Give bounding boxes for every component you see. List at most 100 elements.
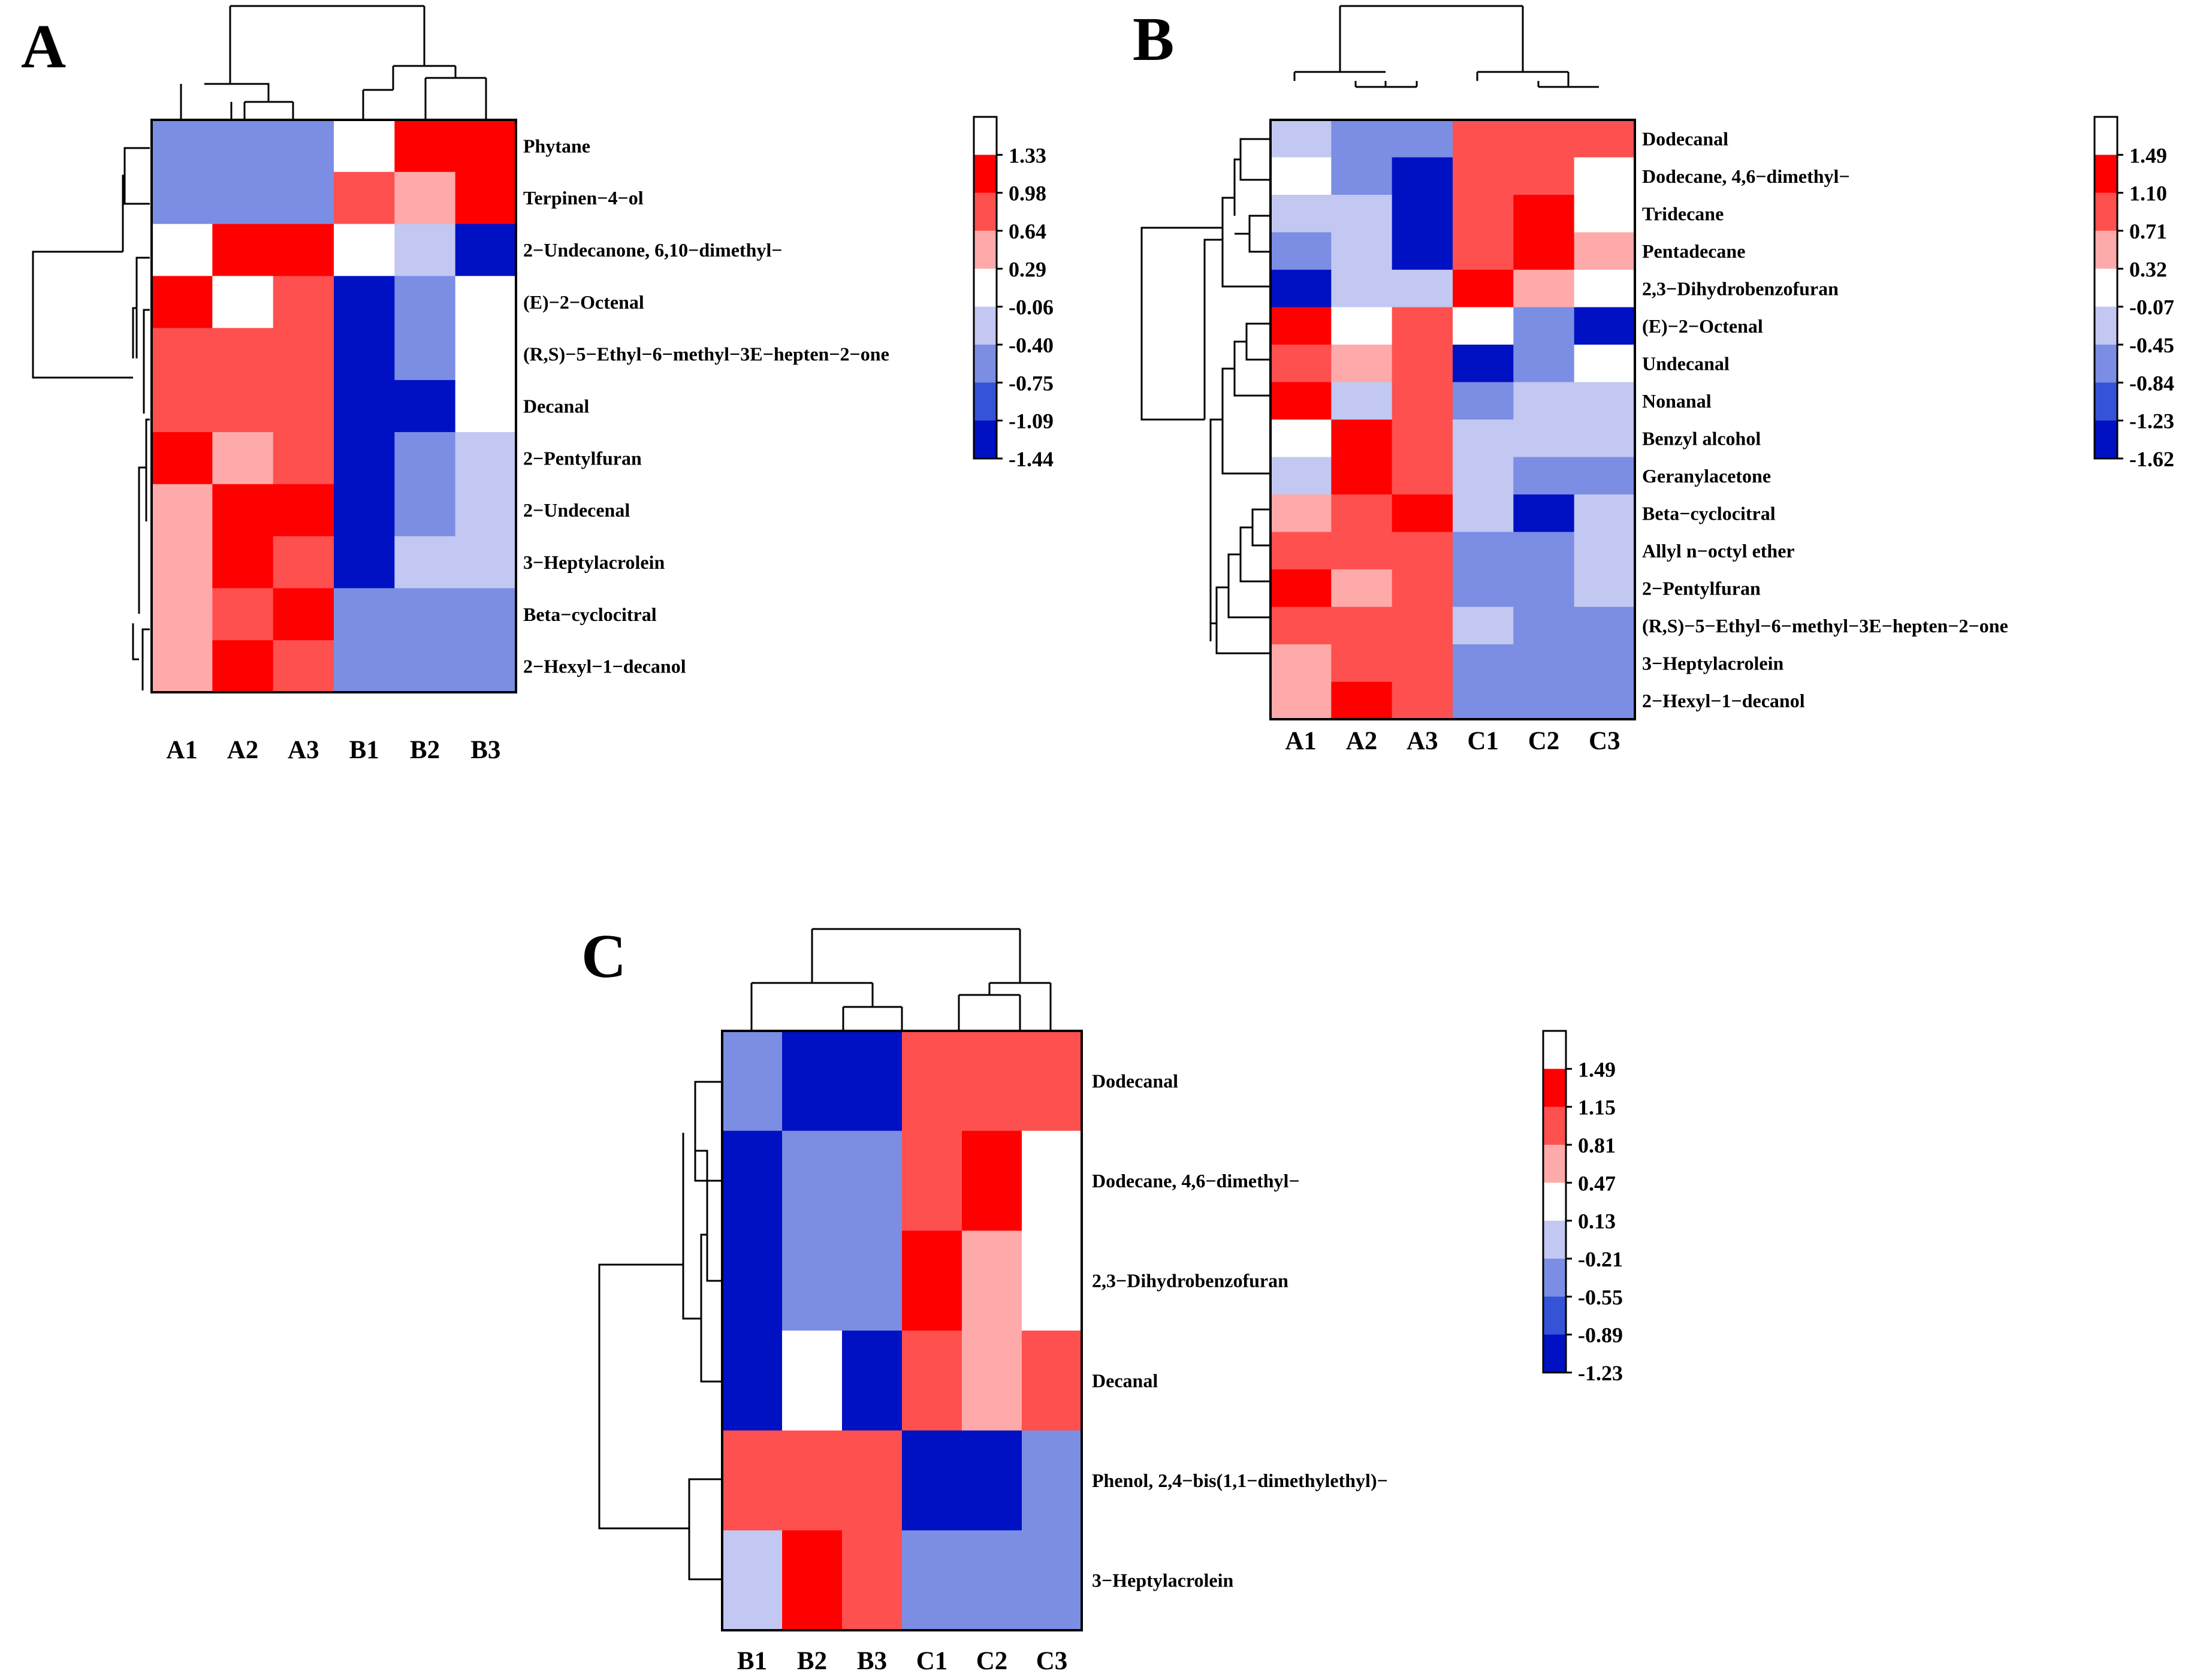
heatmap-cell [1513,157,1575,195]
heatmap-cell [1453,420,1514,458]
heatmap-cell [1574,157,1635,195]
legend-tick-label: -0.40 [1009,333,1054,357]
legend-frame [973,116,998,460]
heatmap-cell [962,1331,1022,1431]
heatmap-cell [902,1230,962,1331]
row-label: Decanal [1092,1370,1158,1391]
row-label: Beta−cyclocitral [523,604,657,625]
heatmap-cell [782,1331,843,1431]
heatmap-cell [212,484,274,537]
legend-tick-label: -0.55 [1578,1285,1623,1309]
heatmap-cell [1331,532,1393,570]
dendrogram [32,5,487,690]
row-label: (R,S)−5−Ethyl−6−methyl−3E−hepten−2−one [523,343,889,365]
heatmap-cell [1574,532,1635,570]
heatmap-cell [334,224,395,277]
heatmap-cell [1270,157,1332,195]
legend-tick-label: 1.10 [2129,182,2167,206]
legend-swatch [974,269,997,307]
legend-tick-label: -0.84 [2129,371,2174,395]
legend-swatch [1543,1183,1566,1221]
heatmap-cell [1331,457,1393,495]
legend-tick-label: 1.33 [1009,143,1046,167]
heatmap-cell [1270,607,1332,645]
heatmap-cell [962,1031,1022,1132]
heatmap-cell [1270,494,1332,533]
heatmap-cell [1574,420,1635,458]
legend-swatch [1543,1106,1566,1145]
heatmap-cell [962,1130,1022,1231]
heatmap-cell [1513,420,1575,458]
row-label: 2−Pentylfuran [523,447,642,469]
heatmap-cell [1270,382,1332,420]
legend-swatch [974,155,997,194]
legend-swatch [974,345,997,383]
legend-tick-label: 1.15 [1578,1096,1616,1120]
heatmap-cell [1392,270,1453,308]
heatmap-cell [212,120,274,173]
legend-tick-label: 0.29 [1009,257,1046,281]
heatmap-cell [334,328,395,381]
heatmap-cell [1513,120,1575,158]
row-label: Dodecanal [1642,128,1728,149]
heatmap-cell [152,380,213,433]
heatmap-cell [455,588,517,641]
legend-swatch [2095,345,2117,383]
column-label: B1 [349,736,379,764]
panel-label-a: A [21,12,66,81]
heatmap-cell [1513,607,1575,645]
heatmap-cell [1513,382,1575,420]
heatmap-cell [152,432,213,485]
row-label: 2−Undecanone, 6,10−dimethyl− [523,239,783,261]
legend-tick-label: -1.62 [2129,447,2174,471]
legend-tick-label: -1.23 [1578,1361,1623,1385]
heatmap-cell [1270,270,1332,308]
heatmap-cell [1574,120,1635,158]
row-label: Nonanal [1642,390,1712,412]
heatmap-cell [842,1031,903,1132]
heatmap-cell [273,588,334,641]
column-label: B3 [857,1647,887,1675]
legend-tick-label: 0.98 [1009,182,1046,206]
column-dendrogram [1293,5,1599,88]
heatmap-cell [334,536,395,589]
legend-swatch [974,420,997,459]
heatmap-cell [1270,457,1332,495]
heatmap-cell [1513,307,1575,345]
legend-swatch [2095,306,2117,345]
heatmap-cell [722,1430,783,1531]
heatmap-cell [902,1430,962,1531]
row-label: 2,3−Dihydrobenzofuran [1092,1270,1288,1292]
legend-tick-label: 0.81 [1578,1133,1616,1157]
row-label: Undecanal [1642,352,1730,374]
heatmap-cell [1574,270,1635,308]
heatmap-cell [1331,120,1393,158]
heatmap-cell [842,1530,903,1631]
heatmap-cell [1270,232,1332,270]
heatmap-cell [1453,607,1514,645]
heatmap-cell [1574,457,1635,495]
heatmap-cell [394,328,456,381]
heatmap-cell [212,640,274,693]
legend-swatch [2095,420,2117,459]
legend-swatch [2095,382,2117,421]
heatmap-cell [782,1230,843,1331]
heatmap-cell [842,1430,903,1531]
column-label: A3 [288,736,319,764]
heatmap-cell [212,171,274,225]
heatmap-cell [212,432,274,485]
legend-swatch [1543,1220,1566,1259]
heatmap-cell [1513,232,1575,270]
row-label: Dodecane, 4,6−dimethyl− [1092,1170,1300,1192]
legend-swatch [1543,1069,1566,1108]
heatmap-cell [1022,1031,1082,1132]
heatmap-cell [1270,195,1332,233]
column-label: C2 [976,1647,1008,1675]
heatmap-cell [1513,644,1575,683]
heatmap-cell [273,640,334,693]
heatmap-cell [334,380,395,433]
heatmap-cell [1453,532,1514,570]
legend-swatch [2095,231,2117,269]
heatmap-cell [212,588,274,641]
heatmap-cell [394,171,456,225]
